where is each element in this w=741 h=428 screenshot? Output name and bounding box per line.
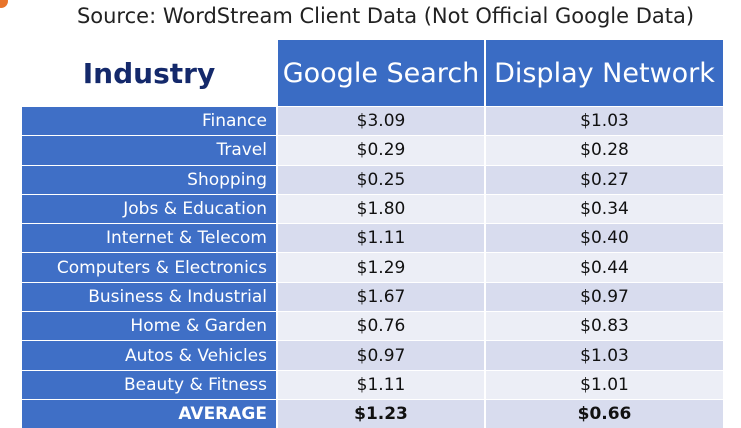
column-header: Google Search — [276, 40, 484, 106]
column-header: Display Network — [484, 40, 723, 106]
value-cell: $1.23 — [276, 398, 484, 428]
industry-cell: Home & Garden — [22, 311, 276, 341]
value-cell: $1.29 — [276, 252, 484, 282]
industry-cell: Beauty & Fitness — [22, 369, 276, 399]
value-cell: $0.44 — [484, 252, 723, 282]
industry-cell: Internet & Telecom — [22, 223, 276, 253]
table-row: Computers & Electronics $1.29 $0.44 — [22, 252, 723, 282]
industry-cell: Business & Industrial — [22, 281, 276, 312]
logo-mark — [0, 0, 8, 8]
table-row: Shopping $0.25 $0.27 — [22, 164, 723, 194]
value-cell: $1.11 — [276, 223, 484, 253]
value-cell: $1.80 — [276, 193, 484, 224]
table-row: Internet & Telecom $1.11 $0.40 — [22, 223, 723, 253]
value-cell: $0.76 — [276, 311, 484, 341]
industry-cell: Autos & Vehicles — [22, 340, 276, 370]
table-row: Home & Garden $0.76 $0.83 — [22, 311, 723, 341]
table-row: Travel $0.29 $0.28 — [22, 135, 723, 165]
value-cell: $0.97 — [484, 281, 723, 312]
value-cell: $0.66 — [484, 398, 723, 428]
industry-cell: Shopping — [22, 164, 276, 194]
source-note: Source: WordStream Client Data (Not Offi… — [76, 4, 695, 28]
table-body: Finance $3.09 $1.03 Travel $0.29 $0.28 Shoppin… — [22, 106, 723, 428]
industry-cell: Computers & Electronics — [22, 252, 276, 282]
value-cell: $1.03 — [484, 340, 723, 370]
value-cell: $0.40 — [484, 223, 723, 253]
value-cell: $1.11 — [276, 369, 484, 399]
table-row: Autos & Vehicles $0.97 $1.03 — [22, 340, 723, 370]
industry-cell: Jobs & Education — [22, 193, 276, 224]
value-cell: $1.67 — [276, 281, 484, 312]
table-row: Finance $3.09 $1.03 — [22, 106, 723, 136]
value-cell: $0.27 — [484, 164, 723, 194]
table-row: Jobs & Education $1.80 $0.34 — [22, 193, 723, 224]
value-cell: $0.34 — [484, 193, 723, 224]
value-cell: $0.25 — [276, 164, 484, 194]
header-row: Industry Google Search Display Network — [22, 40, 723, 106]
industry-cell: AVERAGE — [22, 398, 276, 428]
cpc-table: Industry Google Search Display Network F… — [22, 40, 723, 428]
industry-cell: Finance — [22, 106, 276, 136]
table-row: Beauty & Fitness $1.11 $1.01 — [22, 369, 723, 399]
table-row: AVERAGE $1.23 $0.66 — [22, 398, 723, 428]
value-cell: $0.83 — [484, 311, 723, 341]
value-cell: $0.97 — [276, 340, 484, 370]
value-cell: $3.09 — [276, 106, 484, 136]
column-header: Industry — [22, 40, 276, 106]
value-cell: $0.28 — [484, 135, 723, 165]
industry-cell: Travel — [22, 135, 276, 165]
table-row: Business & Industrial $1.67 $0.97 — [22, 281, 723, 312]
value-cell: $0.29 — [276, 135, 484, 165]
value-cell: $1.01 — [484, 369, 723, 399]
value-cell: $1.03 — [484, 106, 723, 136]
